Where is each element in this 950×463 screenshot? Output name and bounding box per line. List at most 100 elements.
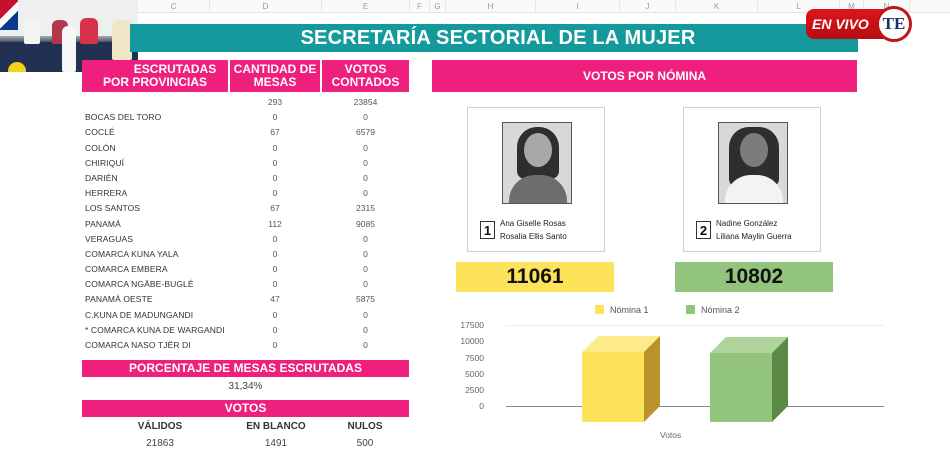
province-table: 293 23854 BOCAS DEL TORO 0 0 COCLÉ 67 6579 C… bbox=[82, 95, 409, 353]
candidate-photo bbox=[502, 122, 572, 204]
column-letter[interactable]: C bbox=[138, 0, 210, 13]
table-row: COCLÉ 67 6579 bbox=[82, 125, 409, 140]
table-row: COMARCA EMBERA 0 0 bbox=[82, 262, 409, 277]
table-row: DARIÉN 0 0 bbox=[82, 171, 409, 186]
mesas-count: 0 bbox=[272, 340, 278, 350]
province-name: PANAMÁ OESTE bbox=[85, 294, 153, 305]
nomina-number: 1 bbox=[480, 221, 495, 239]
votos-count: 0 bbox=[363, 279, 368, 290]
mesas-count: 0 bbox=[272, 248, 278, 259]
province-name: COLÓN bbox=[85, 142, 116, 153]
province-name: PANAMÁ bbox=[85, 218, 121, 229]
mesas-count: 0 bbox=[272, 264, 278, 275]
valid-votes-value: 21863 bbox=[146, 438, 174, 449]
legend-item-nomina-2: Nómina 2 bbox=[686, 305, 740, 315]
column-letter[interactable]: F bbox=[410, 0, 430, 13]
table-row: COLÓN 0 0 bbox=[82, 141, 409, 156]
table-row: PANAMÁ OESTE 47 5875 bbox=[82, 292, 409, 307]
column-letter[interactable]: E bbox=[322, 0, 410, 13]
column-letter[interactable]: J bbox=[620, 0, 676, 13]
province-name: COCLÉ bbox=[85, 127, 115, 138]
province-name: COMARCA NASO TJËR DI bbox=[85, 340, 191, 350]
video-person bbox=[24, 18, 40, 44]
bar-3d-shape bbox=[582, 336, 660, 422]
votos-count: 0 bbox=[363, 112, 368, 123]
header-provinces-line1: ESCRUTADAS bbox=[133, 62, 217, 76]
mesas-count: 0 bbox=[272, 279, 278, 290]
table-row: * COMARCA KUNA DE WARGANDI 0 0 bbox=[82, 323, 409, 338]
province-name: * COMARCA KUNA DE WARGANDI bbox=[85, 324, 225, 335]
header-provinces-line2: POR PROVINCIAS bbox=[102, 75, 207, 89]
y-tick: 17500 bbox=[460, 320, 484, 330]
table-row: CHIRIQUÍ 0 0 bbox=[82, 156, 409, 171]
header-provinces: ESCRUTADAS POR PROVINCIAS bbox=[82, 60, 228, 92]
candidate-photo bbox=[718, 122, 788, 204]
mesas-count: 67 bbox=[270, 203, 280, 214]
table-row: PANAMÁ 112 9085 bbox=[82, 217, 409, 232]
mesas-count: 47 bbox=[270, 294, 280, 305]
votos-count: 2315 bbox=[356, 203, 375, 214]
live-badge: EN VIVO TE bbox=[806, 6, 916, 42]
column-letter[interactable]: L bbox=[758, 0, 840, 13]
province-name: BOCAS DEL TORO bbox=[85, 112, 162, 123]
y-tick: 10000 bbox=[460, 336, 484, 346]
votos-count: 6579 bbox=[356, 127, 375, 138]
table-row: COMARCA NASO TJËR DI 0 0 bbox=[82, 338, 409, 353]
null-votes-value: 500 bbox=[356, 438, 374, 449]
table-row: C.KUNA DE MADUNGANDI 0 0 bbox=[82, 308, 409, 323]
nomina-card-2: 2 Nadine González Liliana Maylin Guerra bbox=[683, 107, 821, 252]
column-letter[interactable]: M bbox=[840, 0, 864, 13]
mesas-count: 0 bbox=[272, 112, 278, 123]
mesas-count: 67 bbox=[270, 127, 280, 138]
votos-count: 9085 bbox=[356, 218, 375, 229]
null-votes-label: NULOS bbox=[347, 421, 383, 432]
mesas-count: 0 bbox=[272, 157, 278, 168]
province-name: DARIÉN bbox=[85, 172, 118, 183]
table-row: COMARCA KUNA YALA 0 0 bbox=[82, 247, 409, 262]
hard-hat bbox=[8, 62, 26, 72]
mesas-count: 0 bbox=[272, 324, 278, 335]
column-letter[interactable]: K bbox=[676, 0, 758, 13]
column-letter[interactable]: G bbox=[430, 0, 446, 13]
photo-face bbox=[524, 133, 552, 167]
header-votos-contados: VOTOS CONTADOS bbox=[322, 60, 409, 92]
candidate-name-2: Liliana Maylin Guerra bbox=[716, 232, 792, 241]
table-row: VERAGUAS 0 0 bbox=[82, 232, 409, 247]
candidate-name-1: Ana Giselle Rosas bbox=[500, 219, 566, 228]
x-axis-label: Votos bbox=[660, 430, 682, 440]
mesas-count: 112 bbox=[268, 218, 282, 229]
province-name: COMARCA EMBERA bbox=[85, 264, 168, 275]
province-name: COMARCA NGÄBE-BUGLÉ bbox=[85, 279, 194, 290]
column-letter[interactable]: I bbox=[536, 0, 620, 13]
votos-count: 0 bbox=[363, 188, 368, 199]
gridline bbox=[506, 325, 884, 326]
total-votos: 23854 bbox=[353, 97, 378, 107]
votos-count: 0 bbox=[363, 172, 368, 183]
header-votos-line1: VOTOS bbox=[344, 62, 387, 76]
column-letter[interactable]: H bbox=[446, 0, 536, 13]
province-name: CHIRIQUÍ bbox=[85, 157, 125, 168]
votes-bar-chart: Nómina 1 Nómina 2 17500 10000 7500 5000 … bbox=[440, 300, 890, 450]
votos-count: 0 bbox=[363, 264, 368, 275]
nomina-header: VOTOS POR NÓMINA bbox=[432, 60, 857, 92]
legend-label: Nómina 1 bbox=[610, 305, 649, 315]
column-letter[interactable]: D bbox=[210, 0, 322, 13]
blank-votes-label: EN BLANCO bbox=[246, 421, 306, 432]
nomina-2-total: 10802 bbox=[675, 262, 833, 292]
video-person bbox=[62, 26, 76, 72]
mesas-count: 0 bbox=[272, 309, 278, 320]
header-mesas-line2: MESAS bbox=[253, 75, 297, 89]
votos-count: 0 bbox=[363, 309, 368, 320]
table-row: LOS SANTOS 67 2315 bbox=[82, 201, 409, 216]
bar-3d-shape bbox=[710, 337, 788, 422]
table-row-totals: 293 23854 bbox=[82, 95, 409, 110]
mesas-count: 0 bbox=[272, 233, 278, 244]
header-mesas-line1: CANTIDAD DE bbox=[233, 62, 317, 76]
video-person bbox=[112, 20, 132, 60]
province-name: HERRERA bbox=[85, 188, 128, 199]
photo-face bbox=[740, 133, 768, 167]
legend-swatch-yellow bbox=[595, 305, 604, 314]
votos-count: 0 bbox=[363, 248, 368, 259]
video-person bbox=[80, 18, 98, 44]
legend-item-nomina-1: Nómina 1 bbox=[595, 305, 649, 315]
